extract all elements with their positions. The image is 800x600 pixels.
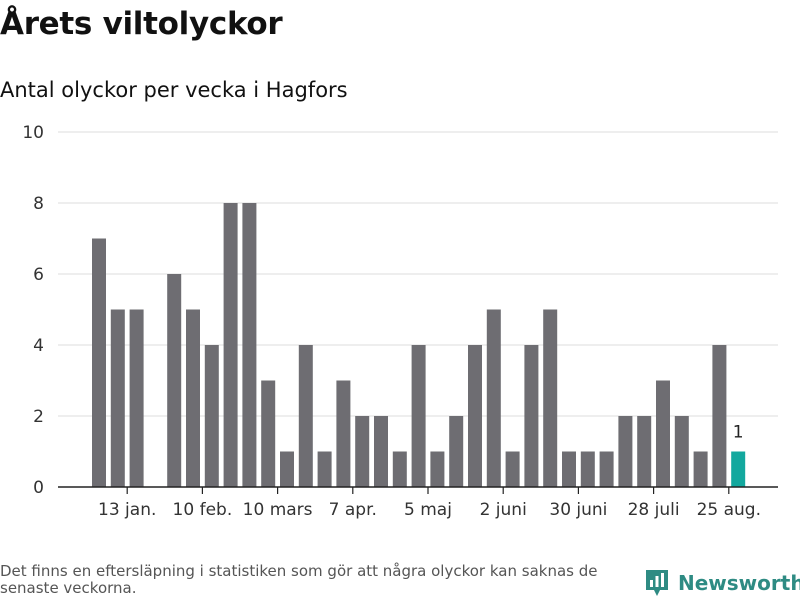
x-tick-label: 5 maj: [404, 500, 452, 520]
bar: [92, 238, 106, 487]
bar: [261, 380, 276, 487]
bar: [468, 345, 482, 487]
bar: [449, 416, 464, 487]
bar: [317, 451, 332, 487]
bar: [599, 451, 614, 487]
bar: [167, 274, 182, 487]
y-tick-label: 10: [22, 123, 44, 143]
bar: [505, 451, 520, 487]
x-tick-label: 10 feb.: [173, 500, 233, 520]
bar: [392, 451, 407, 487]
x-tick-label: 13 jan.: [98, 500, 156, 520]
bar: [223, 203, 238, 487]
bar: [411, 345, 426, 487]
chart-subtitle: Antal olyckor per vecka i Hagfors: [0, 78, 348, 102]
bar: [186, 309, 200, 487]
bar: [543, 309, 558, 487]
bar: [486, 309, 501, 487]
bar: [712, 345, 727, 487]
bar: [524, 345, 539, 487]
brand-name: Newsworthy: [678, 571, 800, 595]
y-tick-label: 6: [33, 265, 44, 285]
x-tick-label: 2 juni: [480, 500, 527, 520]
bar: [242, 203, 257, 487]
footnote: Det finns en eftersläpning i statistiken…: [0, 562, 598, 597]
bar: [298, 345, 313, 487]
x-tick-label: 7 apr.: [329, 500, 377, 520]
bar: [580, 451, 595, 487]
y-tick-label: 0: [33, 478, 44, 498]
bar: [336, 380, 351, 487]
bar-chart: 0 2 4 6 8 10 1 13 jan. 10 feb. 10 mars 7 apr. 5 maj…: [22, 123, 778, 520]
bar: [562, 451, 576, 487]
bar: [656, 380, 670, 487]
newsworthy-logo-icon: [646, 570, 668, 596]
bar: [637, 416, 652, 487]
x-tick-label: 25 aug.: [697, 500, 761, 520]
bar: [430, 451, 445, 487]
y-tick-label: 2: [33, 407, 44, 427]
y-tick-label: 4: [33, 336, 44, 356]
bar: [280, 451, 294, 487]
bar: [693, 451, 708, 487]
bar: [355, 416, 370, 487]
highlight-bar: [731, 451, 746, 487]
bar: [674, 416, 689, 487]
bar: [204, 345, 219, 487]
x-tick-label: 28 juli: [628, 500, 680, 520]
x-tick-label: 10 mars: [243, 500, 313, 520]
bar: [129, 309, 144, 487]
bar: [110, 309, 125, 487]
newsworthy-logo[interactable]: Newsworthy: [644, 568, 800, 598]
chart-title: Årets viltolyckor: [0, 6, 283, 42]
data-label: 1: [733, 423, 744, 443]
bar: [618, 416, 633, 487]
x-tick-label: 30 juni: [549, 500, 607, 520]
bar: [374, 416, 388, 487]
y-tick-label: 8: [33, 194, 44, 214]
